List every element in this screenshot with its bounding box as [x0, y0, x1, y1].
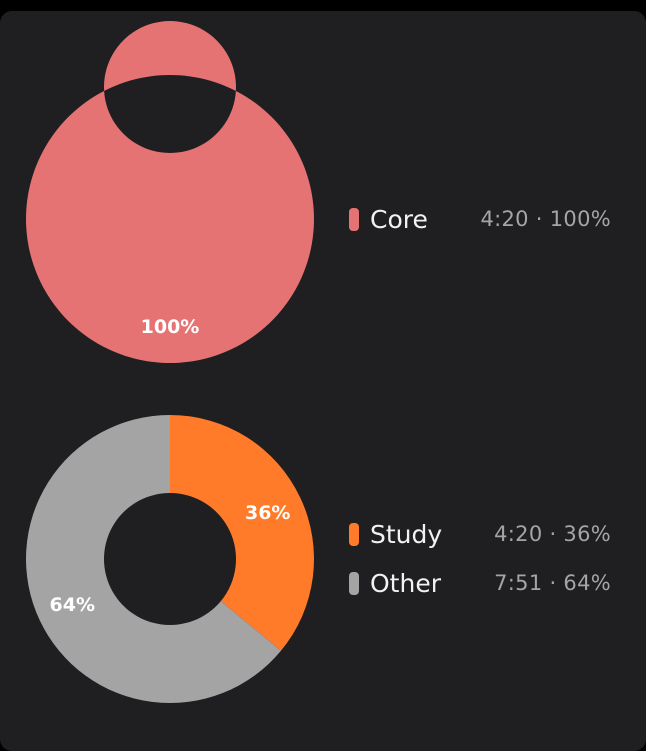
slice-label-study: 36% — [245, 502, 290, 524]
donut-slice-other — [25, 415, 281, 703]
legend-swatch — [349, 207, 359, 231]
legend-item-study: Study 4:20 · 36% — [349, 517, 611, 551]
legend-value: 4:20 · 100% — [480, 207, 611, 231]
legend-item-other: Other 7:51 · 64% — [349, 566, 611, 600]
legend-label: Other — [370, 568, 441, 598]
donut-chart-core: 100% — [25, 21, 314, 364]
legend-label: Core — [370, 204, 428, 234]
legend-swatch — [349, 571, 359, 595]
slice-label-core: 100% — [141, 316, 200, 338]
donut-chart-svg: 100% — [25, 21, 314, 364]
donut-chart-svg: 36% 64% — [25, 415, 314, 703]
legend-study-other: Study 4:20 · 36% Other 7:51 · 64% — [349, 517, 611, 615]
donut-slice-core — [25, 21, 314, 364]
slice-label-other: 64% — [50, 594, 95, 616]
legend-value: 4:20 · 36% — [494, 522, 611, 546]
donut-chart-study-other: 36% 64% — [25, 415, 314, 703]
legend-label: Study — [370, 519, 443, 549]
donut-slice-study — [170, 415, 314, 651]
legend-value: 7:51 · 64% — [494, 571, 611, 595]
legend-swatch — [349, 522, 359, 546]
legend-item-core: Core 4:20 · 100% — [349, 202, 611, 236]
legend-core: Core 4:20 · 100% — [349, 202, 611, 251]
